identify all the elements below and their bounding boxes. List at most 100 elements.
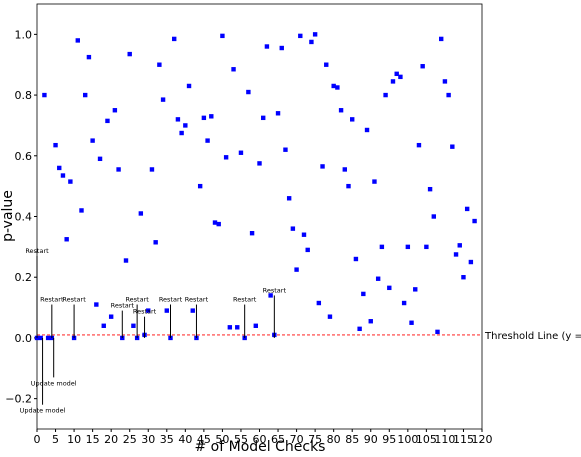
point xyxy=(420,64,425,69)
point xyxy=(294,267,299,272)
point xyxy=(342,167,347,172)
y-axis-label: p-value xyxy=(0,190,16,242)
x-tick-label: 20 xyxy=(104,433,118,446)
point xyxy=(368,319,373,324)
point xyxy=(190,308,195,313)
point xyxy=(42,92,47,98)
point xyxy=(298,33,303,39)
point xyxy=(361,291,366,297)
point xyxy=(205,138,210,143)
annotation-label: Restart xyxy=(62,296,86,304)
x-tick-label: 25 xyxy=(123,433,137,446)
x-tick-label: 105 xyxy=(416,433,437,446)
x-tick-label: 60 xyxy=(253,433,267,446)
point xyxy=(338,108,344,113)
point xyxy=(60,173,66,178)
x-tick-label: 65 xyxy=(271,433,285,446)
point xyxy=(264,44,270,49)
point xyxy=(387,285,392,291)
point xyxy=(86,54,92,60)
point xyxy=(131,323,136,328)
point xyxy=(197,183,203,189)
x-axis-label: # of Model Checks xyxy=(195,439,326,455)
y-tick-label: 1.0 xyxy=(15,28,33,41)
point xyxy=(101,323,106,328)
x-tick-label: 75 xyxy=(308,433,322,446)
point xyxy=(468,259,474,265)
point xyxy=(238,150,244,155)
point xyxy=(186,83,192,89)
point xyxy=(71,335,77,341)
point xyxy=(179,130,184,136)
point xyxy=(442,79,448,84)
point xyxy=(105,118,110,124)
point xyxy=(38,335,43,341)
point xyxy=(168,335,173,341)
point xyxy=(120,335,125,341)
x-tick-label: 95 xyxy=(382,433,396,446)
annotation-label: Restart xyxy=(25,247,49,255)
point xyxy=(439,36,444,42)
point xyxy=(413,287,418,292)
point xyxy=(305,247,310,253)
point xyxy=(350,117,355,122)
x-tick-label: 115 xyxy=(453,433,474,446)
point xyxy=(242,335,247,341)
point xyxy=(164,308,169,313)
point xyxy=(431,214,436,219)
point xyxy=(461,275,466,280)
point xyxy=(394,71,399,77)
point xyxy=(216,221,221,227)
plot-frame xyxy=(36,3,483,430)
point xyxy=(379,244,385,250)
annotation-label: Restart xyxy=(159,296,183,304)
point xyxy=(335,85,340,90)
point xyxy=(75,38,80,43)
point xyxy=(53,142,58,148)
point xyxy=(90,138,95,143)
x-tick-label: 5 xyxy=(52,433,59,446)
point xyxy=(268,293,273,298)
x-tick-label: 45 xyxy=(197,433,211,446)
point xyxy=(175,117,181,122)
point xyxy=(157,62,162,67)
point xyxy=(112,108,118,113)
x-tick-label: 80 xyxy=(327,433,341,446)
point xyxy=(316,300,322,306)
x-tick-label: 10 xyxy=(67,433,81,446)
y-tick-label: 0.6 xyxy=(15,150,33,163)
point xyxy=(453,252,459,257)
point xyxy=(246,89,251,95)
point xyxy=(123,258,129,263)
point xyxy=(312,32,318,37)
point xyxy=(57,165,62,171)
point xyxy=(353,256,359,262)
point xyxy=(68,179,73,184)
point xyxy=(320,164,325,169)
point xyxy=(286,196,292,201)
annotation-label: Restart xyxy=(185,296,209,304)
point xyxy=(34,335,40,341)
point xyxy=(401,300,407,306)
point xyxy=(357,326,362,332)
point xyxy=(409,320,414,325)
annotation-label: Restart xyxy=(125,296,149,304)
point xyxy=(160,97,166,102)
annotation-label: Restart xyxy=(233,296,257,304)
point xyxy=(97,156,103,162)
point xyxy=(94,302,99,307)
point xyxy=(49,335,55,341)
point xyxy=(283,147,288,152)
point xyxy=(257,161,262,166)
point xyxy=(134,335,140,341)
point xyxy=(375,276,381,281)
annotation-label: Restart xyxy=(263,286,287,294)
point xyxy=(172,36,177,42)
x-tick-label: 100 xyxy=(397,433,418,446)
point xyxy=(183,123,188,128)
point xyxy=(346,183,351,189)
point xyxy=(127,51,132,57)
x-tick-label: 90 xyxy=(364,433,378,446)
point xyxy=(427,186,433,192)
point xyxy=(301,232,307,237)
